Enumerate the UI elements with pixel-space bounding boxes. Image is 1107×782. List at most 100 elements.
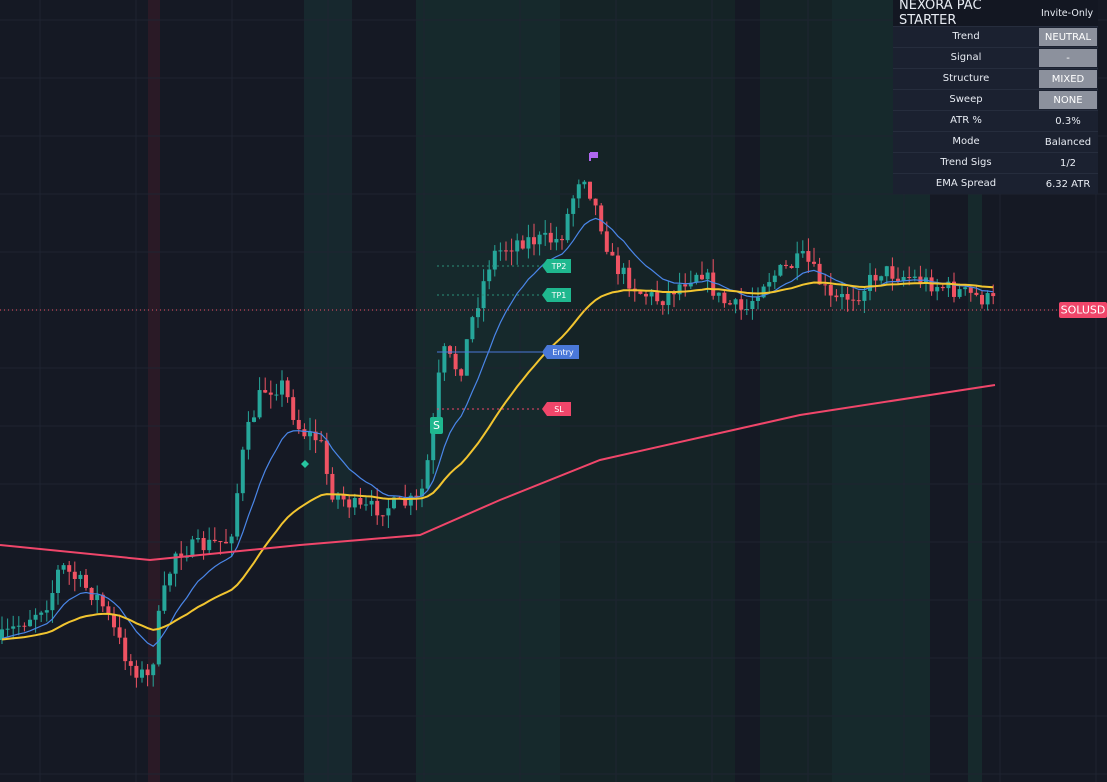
- candle-body: [16, 625, 21, 627]
- candle-body: [151, 664, 156, 676]
- candle-body: [991, 293, 996, 297]
- candle-body: [537, 234, 542, 245]
- candle-body: [56, 569, 60, 593]
- candle-body: [571, 198, 576, 214]
- ema-long: [0, 384, 996, 562]
- candle-body: [806, 251, 811, 262]
- candle-body: [873, 274, 878, 281]
- row-label: Trend Sigs: [940, 157, 992, 168]
- candle-body: [324, 440, 329, 474]
- row-value: MIXED: [1039, 70, 1097, 88]
- candle-body: [168, 573, 172, 586]
- symbol-tag: [1059, 302, 1107, 318]
- candle-body: [117, 627, 122, 638]
- candle-body: [448, 346, 452, 354]
- panel-header: NEXORA PAC STARTER Invite-Only: [893, 0, 1098, 28]
- candle-body: [800, 251, 805, 254]
- candle-body: [319, 440, 324, 442]
- level-tag: [542, 402, 571, 416]
- candle-body: [61, 565, 66, 570]
- candle-body: [173, 553, 178, 574]
- candle-body: [912, 276, 917, 278]
- candle-body: [946, 281, 951, 289]
- candle-body: [246, 421, 251, 450]
- level-label: SL: [554, 405, 564, 414]
- row-label: Mode: [952, 136, 980, 147]
- candle-body: [980, 294, 984, 305]
- candle-body: [408, 495, 413, 506]
- row-value: Balanced: [1044, 137, 1092, 148]
- candle-body: [145, 669, 150, 676]
- candle-body: [582, 181, 587, 185]
- candle-body: [520, 240, 525, 249]
- candle-body: [33, 614, 38, 620]
- panel-row: Mode Balanced: [893, 131, 1098, 152]
- candle-body: [492, 250, 497, 270]
- candle-body: [347, 499, 352, 508]
- candle-body: [901, 277, 906, 282]
- candle-body: [504, 250, 508, 252]
- candle-body: [179, 553, 184, 558]
- candle-body: [95, 594, 100, 601]
- candle-body: [39, 612, 44, 615]
- session-band: [560, 0, 735, 782]
- panel-title: NEXORA PAC STARTER: [899, 0, 982, 28]
- candle-body: [67, 565, 72, 572]
- candle-body: [789, 265, 794, 268]
- candle-body: [593, 198, 598, 206]
- candle-body: [128, 661, 133, 666]
- candle-body: [336, 494, 340, 500]
- candle-body: [655, 292, 660, 302]
- candle-body: [392, 497, 396, 509]
- candle-body: [974, 292, 979, 295]
- candle-body: [302, 429, 307, 437]
- candle-body: [196, 538, 200, 540]
- candle-body: [526, 237, 531, 249]
- candle-body: [610, 251, 615, 256]
- candle-body: [588, 181, 592, 199]
- candle-body: [834, 295, 839, 298]
- session-band: [968, 0, 982, 782]
- candle-body: [795, 253, 800, 268]
- candle-body: [425, 460, 430, 489]
- candle-body: [358, 498, 363, 505]
- candle-body: [453, 353, 458, 370]
- candle-body: [72, 571, 77, 579]
- candle-body: [599, 205, 604, 232]
- candle-body: [156, 610, 161, 665]
- candle-body: [952, 281, 956, 297]
- row-label: Structure: [942, 73, 990, 84]
- candle-body: [756, 297, 760, 301]
- candle-body: [683, 284, 688, 287]
- candle-body: [957, 289, 962, 297]
- candle-body: [772, 275, 777, 283]
- row-label: ATR %: [950, 115, 982, 126]
- candle-body: [190, 539, 195, 557]
- candle-body: [604, 231, 609, 252]
- candle-body: [963, 287, 968, 290]
- candle-body: [380, 515, 385, 517]
- candle-body: [235, 493, 240, 537]
- candle-body: [778, 264, 783, 276]
- candle-body: [543, 232, 548, 235]
- candle-body: [845, 293, 850, 300]
- candle-body: [280, 380, 284, 395]
- candle-body: [123, 637, 128, 662]
- candle-body: [464, 339, 469, 376]
- candle-body: [666, 291, 671, 306]
- signal-box: [430, 417, 443, 434]
- candle-body: [44, 610, 49, 613]
- row-label: Sweep: [949, 94, 983, 105]
- candle-body: [660, 301, 665, 306]
- candle-body: [470, 317, 475, 340]
- candle-body: [22, 625, 27, 627]
- row-label: Signal: [950, 52, 982, 63]
- candle-body: [330, 473, 335, 500]
- candle-body: [487, 269, 492, 282]
- candle-body: [733, 299, 738, 305]
- candle-body: [224, 541, 228, 544]
- candle-body: [565, 213, 570, 241]
- panel-subtitle: Invite-Only: [1041, 7, 1094, 19]
- candle-body: [414, 495, 419, 497]
